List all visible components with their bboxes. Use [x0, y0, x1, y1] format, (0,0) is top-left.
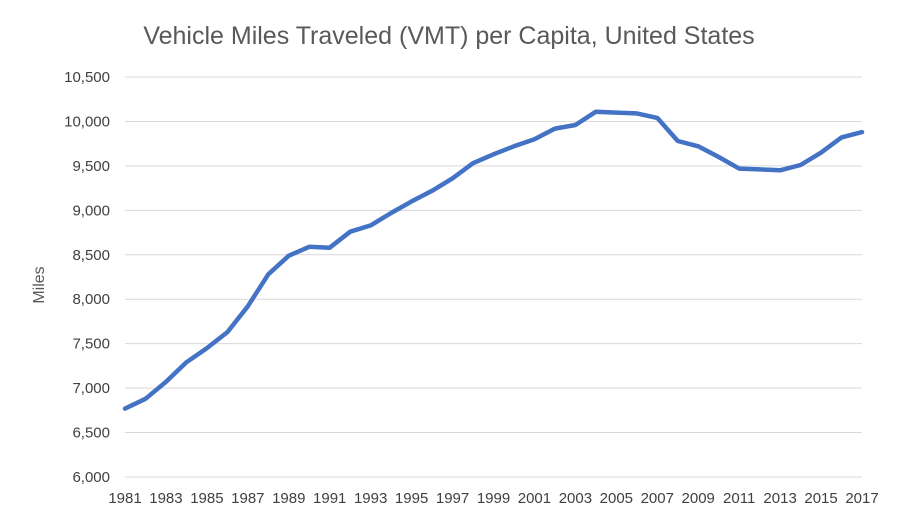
x-tick-label: 2001 [518, 490, 551, 507]
gridlines [125, 76, 862, 478]
series-line [122, 109, 865, 411]
x-tick-label: 1983 [149, 490, 182, 507]
series-layer [122, 109, 865, 411]
x-tick-label: 2017 [845, 490, 878, 507]
x-tick-label: 2005 [600, 490, 633, 507]
x-tick-label: 1995 [395, 490, 428, 507]
y-tick-label: 6,000 [72, 469, 110, 486]
y-tick-labels: 6,000 6,500 7,000 7,500 8,000 8,500 9,000 9,500… [64, 69, 110, 486]
x-tick-label: 1981 [108, 490, 141, 507]
y-tick-label: 9,500 [72, 158, 110, 175]
x-tick-label: 2015 [804, 490, 837, 507]
x-tick-label: 2011 [723, 490, 755, 507]
x-tick-label: 1987 [231, 490, 264, 507]
y-tick-label: 10,000 [64, 113, 110, 130]
y-tick-label: 7,500 [72, 336, 110, 353]
x-tick-label: 1991 [313, 490, 346, 507]
y-tick-label: 9,000 [72, 202, 110, 219]
x-tick-label: 2013 [763, 490, 796, 507]
y-tick-label: 7,000 [72, 380, 110, 397]
y-tick-label: 8,000 [72, 291, 110, 308]
x-tick-label: 2003 [559, 490, 592, 507]
x-tick-labels: 1981 1983 1985 1987 1989 1991 1993 1995 1997 1999… [108, 490, 878, 507]
x-tick-label: 1985 [190, 490, 223, 507]
x-tick-label: 1999 [477, 490, 510, 507]
chart-title: Vehicle Miles Traveled (VMT) per Capita,… [143, 22, 754, 50]
y-tick-label: 8,500 [72, 247, 110, 264]
y-tick-label: 10,500 [64, 69, 110, 86]
x-tick-label: 1997 [436, 490, 469, 507]
y-tick-label: 6,500 [72, 425, 110, 442]
x-tick-label: 2007 [641, 490, 674, 507]
x-tick-label: 1989 [272, 490, 305, 507]
y-axis-label: Miles [31, 266, 48, 303]
x-tick-label: 2009 [682, 490, 715, 507]
x-tick-label: 1993 [354, 490, 387, 507]
